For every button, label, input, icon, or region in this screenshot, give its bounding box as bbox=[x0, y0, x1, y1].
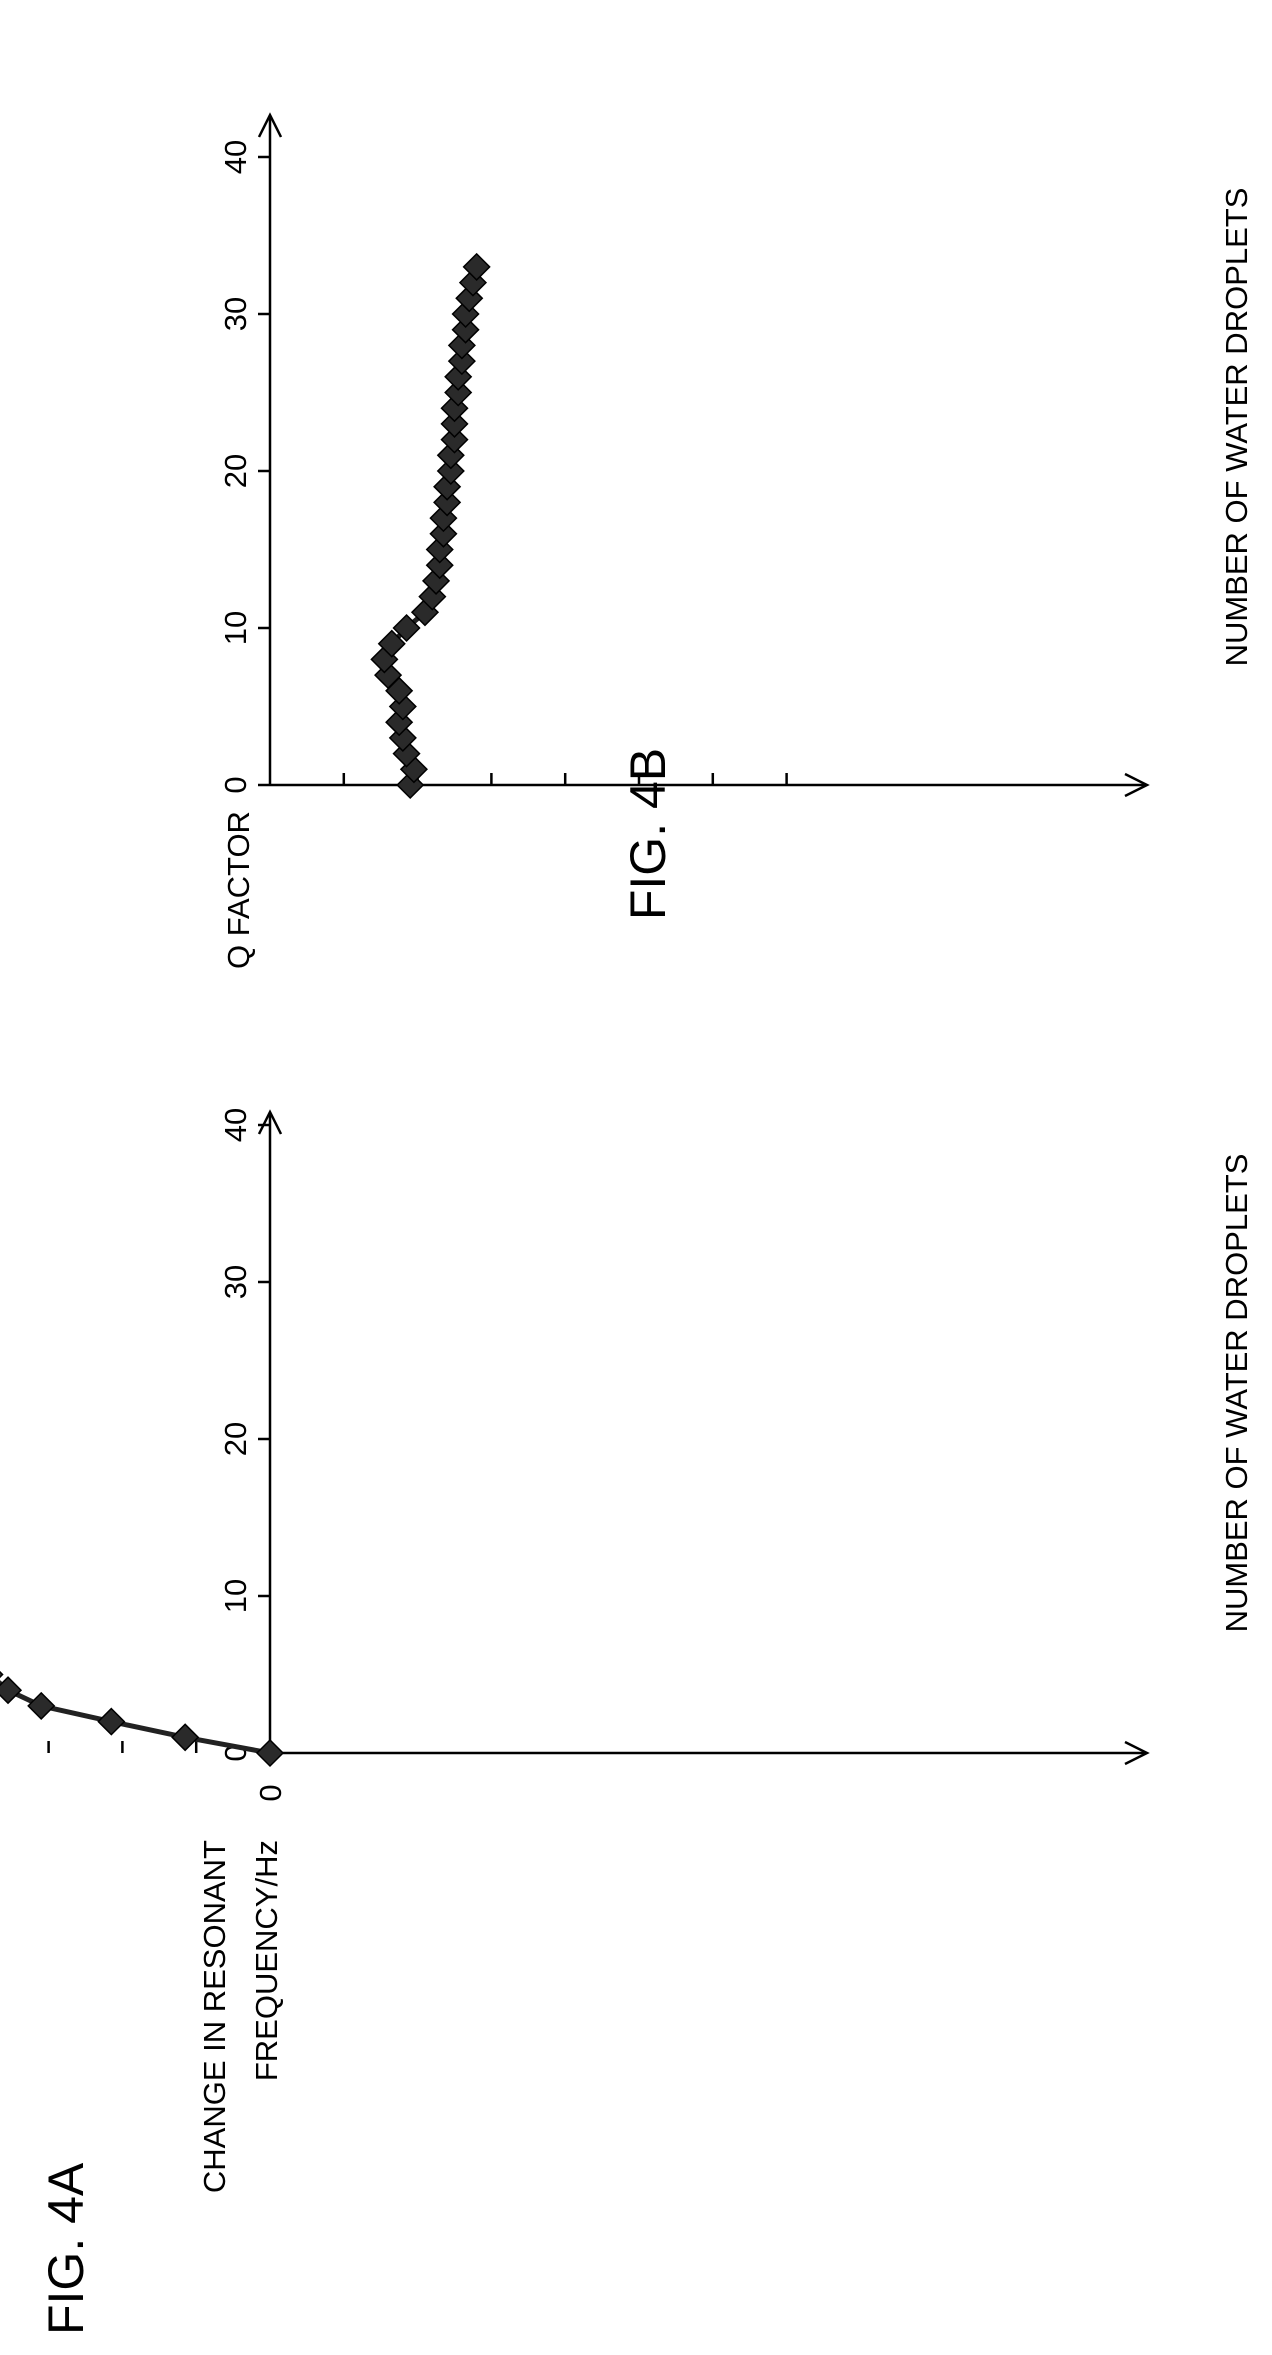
fig-4a-x-tick-label: 10 bbox=[218, 1579, 253, 1613]
fig-4b-data-point bbox=[436, 456, 465, 486]
fig-4b-data-point bbox=[447, 347, 476, 376]
fig-4b-series bbox=[370, 252, 491, 800]
fig-4a-y-axis-title-line-2: FREQUENCY/Hz bbox=[249, 1840, 284, 2081]
fig-4b-x-tick-label: 20 bbox=[218, 454, 253, 488]
fig-4b-ticks bbox=[258, 155, 788, 787]
fig-4b-y-axis-arrow bbox=[1124, 772, 1150, 798]
fig-4b-data-point bbox=[425, 551, 454, 580]
fig-4b-x-axis-title: NUMBER OF WATER DROPLETS bbox=[1219, 188, 1254, 667]
fig-4b-data-point bbox=[433, 488, 462, 517]
fig-4b-x-tick-label: 40 bbox=[218, 140, 253, 174]
fig-4a-data-point bbox=[27, 1691, 56, 1720]
fig-4b-tick-labels: 0 10 20 30 40 bbox=[218, 140, 253, 794]
fig-4b-data-point bbox=[429, 519, 458, 548]
fig-4b-data-point bbox=[440, 409, 469, 438]
fig-4a-x-tick-label: 30 bbox=[218, 1265, 253, 1299]
fig-4b-data-point bbox=[444, 378, 473, 407]
fig-4b-data-point bbox=[440, 425, 469, 454]
fig-4b-x-axis-arrow bbox=[257, 112, 283, 138]
fig-4a-y-axis-arrow bbox=[1124, 1740, 1150, 1766]
fig-4b-x-tick-label: 0 bbox=[218, 776, 253, 793]
fig-4a-data-point bbox=[255, 1738, 285, 1768]
fig-4b-title: FIG. 4B bbox=[620, 748, 676, 920]
fig-4b-data-point bbox=[462, 252, 491, 281]
fig-4a-x-tick-label: 20 bbox=[218, 1422, 253, 1456]
fig-4a-x-tick-label: 40 bbox=[218, 1108, 253, 1142]
fig-4b-data-point bbox=[377, 629, 406, 658]
fig-4a-data-point bbox=[171, 1723, 200, 1752]
fig-4a-y-axis-title-line-1: CHANGE IN RESONANT bbox=[197, 1840, 232, 2193]
fig-4b-data-point bbox=[451, 315, 480, 344]
fig-4a-data-point bbox=[97, 1707, 126, 1736]
fig-4a-x-axis-title: NUMBER OF WATER DROPLETS bbox=[1219, 1154, 1254, 1633]
fig-4b-data-point bbox=[392, 613, 421, 643]
fig-4a-axes bbox=[257, 1109, 1150, 1766]
fig-4b-chart: FIG. 4B Q FACTOR NUMBER OF WATER DROPLET… bbox=[218, 112, 1254, 969]
fig-4b-y-axis-title: Q FACTOR bbox=[221, 811, 256, 969]
fig-4b-x-tick-label: 30 bbox=[218, 297, 253, 331]
fig-4a-data-point bbox=[0, 1676, 23, 1705]
fig-4a-data-point bbox=[0, 1670, 4, 1679]
fig-4a-series bbox=[0, 1670, 285, 1768]
fig-4a-chart: FIG. 4A CHANGE IN RESONANT FREQUENCY/Hz … bbox=[0, 1108, 1254, 2335]
fig-4a-y-tick-label: 0 bbox=[253, 1784, 288, 1801]
fig-4a-x-axis-arrow bbox=[257, 1109, 283, 1135]
fig-4a-series-line bbox=[0, 1680, 271, 1756]
fig-4b-x-tick-label: 10 bbox=[218, 611, 253, 645]
fig-4a-title: FIG. 4A bbox=[38, 2162, 94, 2335]
